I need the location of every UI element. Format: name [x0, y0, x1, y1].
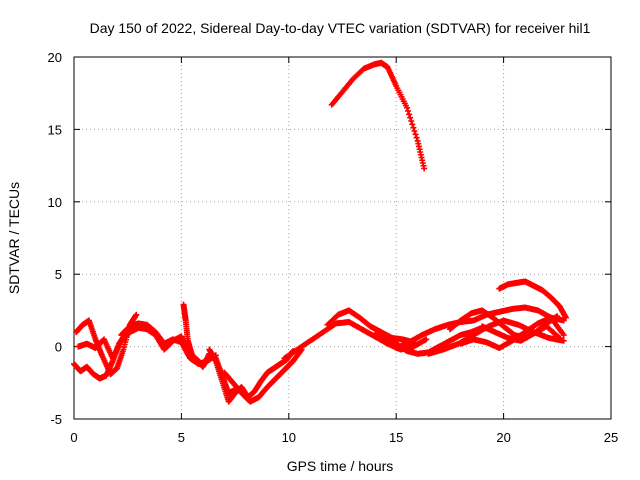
series-sat-q — [496, 278, 569, 321]
grid — [74, 57, 611, 419]
x-tick-label: 10 — [282, 430, 296, 445]
y-tick-label: -5 — [50, 412, 62, 427]
x-tick-label: 25 — [604, 430, 618, 445]
y-axis-label: SDTVAR / TECUs — [6, 182, 22, 294]
chart-title: Day 150 of 2022, Sidereal Day-to-day VTE… — [90, 20, 591, 36]
series-sat-o — [457, 314, 567, 352]
x-tick-label: 0 — [70, 430, 77, 445]
y-tick-label: 5 — [55, 267, 62, 282]
data-point-markers — [479, 323, 563, 344]
series-sat-p — [479, 323, 563, 344]
y-tick-label: 15 — [48, 122, 62, 137]
data-point-markers — [328, 59, 428, 172]
data-point-markers — [206, 346, 297, 405]
data-point-markers — [457, 314, 567, 352]
series-sat-f — [206, 346, 297, 405]
x-tick-label: 15 — [389, 430, 403, 445]
data-point-markers — [496, 278, 569, 321]
series-sat-i — [324, 307, 417, 346]
y-tick-label: 10 — [48, 195, 62, 210]
x-axis-label: GPS time / hours — [287, 458, 394, 474]
plot-frame — [73, 56, 612, 420]
y-tick-label: 0 — [55, 340, 62, 355]
series-sat-g — [221, 346, 305, 405]
x-tick-label: 20 — [496, 430, 510, 445]
x-tick-label: 5 — [178, 430, 185, 445]
data-point-markers — [221, 346, 305, 405]
data-points — [71, 59, 569, 405]
axis-ticks: 0 5 10 15 20 25 -5 0 5 10 15 20 — [48, 50, 619, 445]
data-point-markers — [324, 307, 417, 346]
y-tick-label: 20 — [48, 50, 62, 65]
series-sat-j — [328, 59, 428, 172]
